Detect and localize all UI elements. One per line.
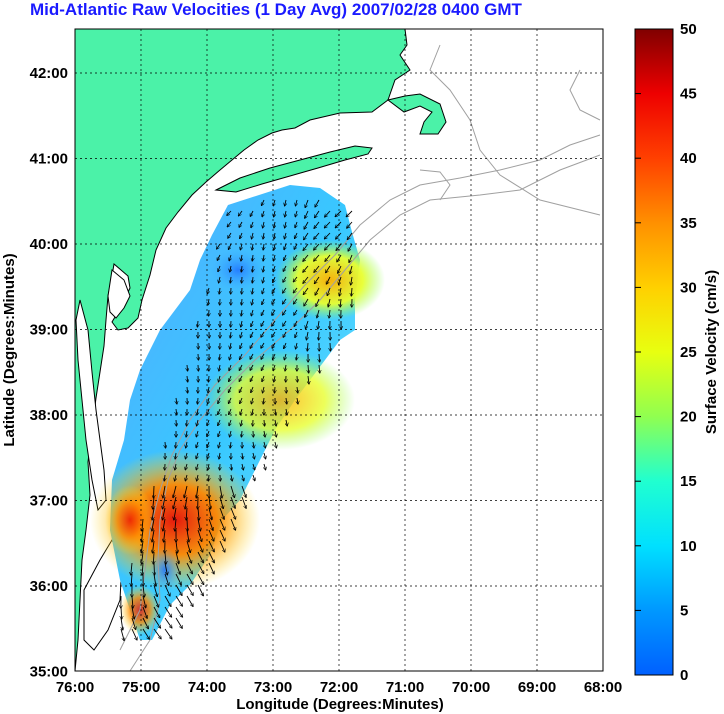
colorbar-tick-label: 5 [680, 602, 688, 619]
long-island [214, 145, 373, 193]
y-tick-label: 41:00 [30, 151, 68, 168]
y-tick-label: 37:00 [30, 493, 68, 510]
x-tick-label: 68:00 [584, 679, 622, 696]
colorbar [634, 28, 674, 676]
y-tick-label: 35:00 [30, 664, 68, 681]
x-tick-label: 69:00 [518, 679, 556, 696]
y-tick-label: 38:00 [30, 407, 68, 424]
y-tick-label: 42:00 [30, 65, 68, 82]
x-tick-label: 74:00 [188, 679, 226, 696]
grid-lines [75, 29, 603, 671]
colorbar-tick-label: 25 [680, 344, 697, 361]
colorbar-tick-label: 10 [680, 538, 697, 555]
x-axis-label: Longitude (Degrees:Minutes) [236, 696, 444, 713]
y-tick-label: 40:00 [30, 236, 68, 253]
colorbar-tick-label: 50 [680, 21, 697, 38]
colorbar-tick-label: 30 [680, 279, 697, 296]
x-tick-label: 70:00 [452, 679, 490, 696]
plot-frame [74, 28, 604, 672]
x-tick-label: 76:00 [56, 679, 94, 696]
x-tick-labels: 76:00 75:00 74:00 73:00 72:00 71:00 70:00 69:00… [56, 679, 622, 696]
colorbar-tick-label: 20 [680, 409, 697, 426]
colorbar-tick-label: 45 [680, 86, 697, 103]
colorbar-tick-label: 40 [680, 150, 697, 167]
x-tick-label: 73:00 [254, 679, 292, 696]
delaware-bay [107, 269, 131, 319]
colorbar-tick-label: 0 [680, 667, 688, 684]
y-tick-labels: 42:00 41:00 40:00 39:00 38:00 37:00 36:00 35:00 [30, 65, 68, 681]
colorbar-label: Surface Velocity (cm/s) [703, 270, 720, 434]
colorbar-tick-label: 35 [680, 215, 697, 232]
y-tick-label: 39:00 [30, 322, 68, 339]
y-axis-label: Latitude (Degrees:Minutes) [1, 253, 18, 446]
colorbar-tick-label: 15 [680, 473, 697, 490]
x-tick-label: 75:00 [122, 679, 160, 696]
x-tick-label: 72:00 [320, 679, 358, 696]
velocity-arrows [121, 199, 352, 641]
map-title: Mid-Atlantic Raw Velocities (1 Day Avg) … [30, 0, 522, 19]
x-tick-label: 71:00 [386, 679, 424, 696]
cape-cod [386, 93, 447, 135]
y-tick-label: 36:00 [30, 578, 68, 595]
